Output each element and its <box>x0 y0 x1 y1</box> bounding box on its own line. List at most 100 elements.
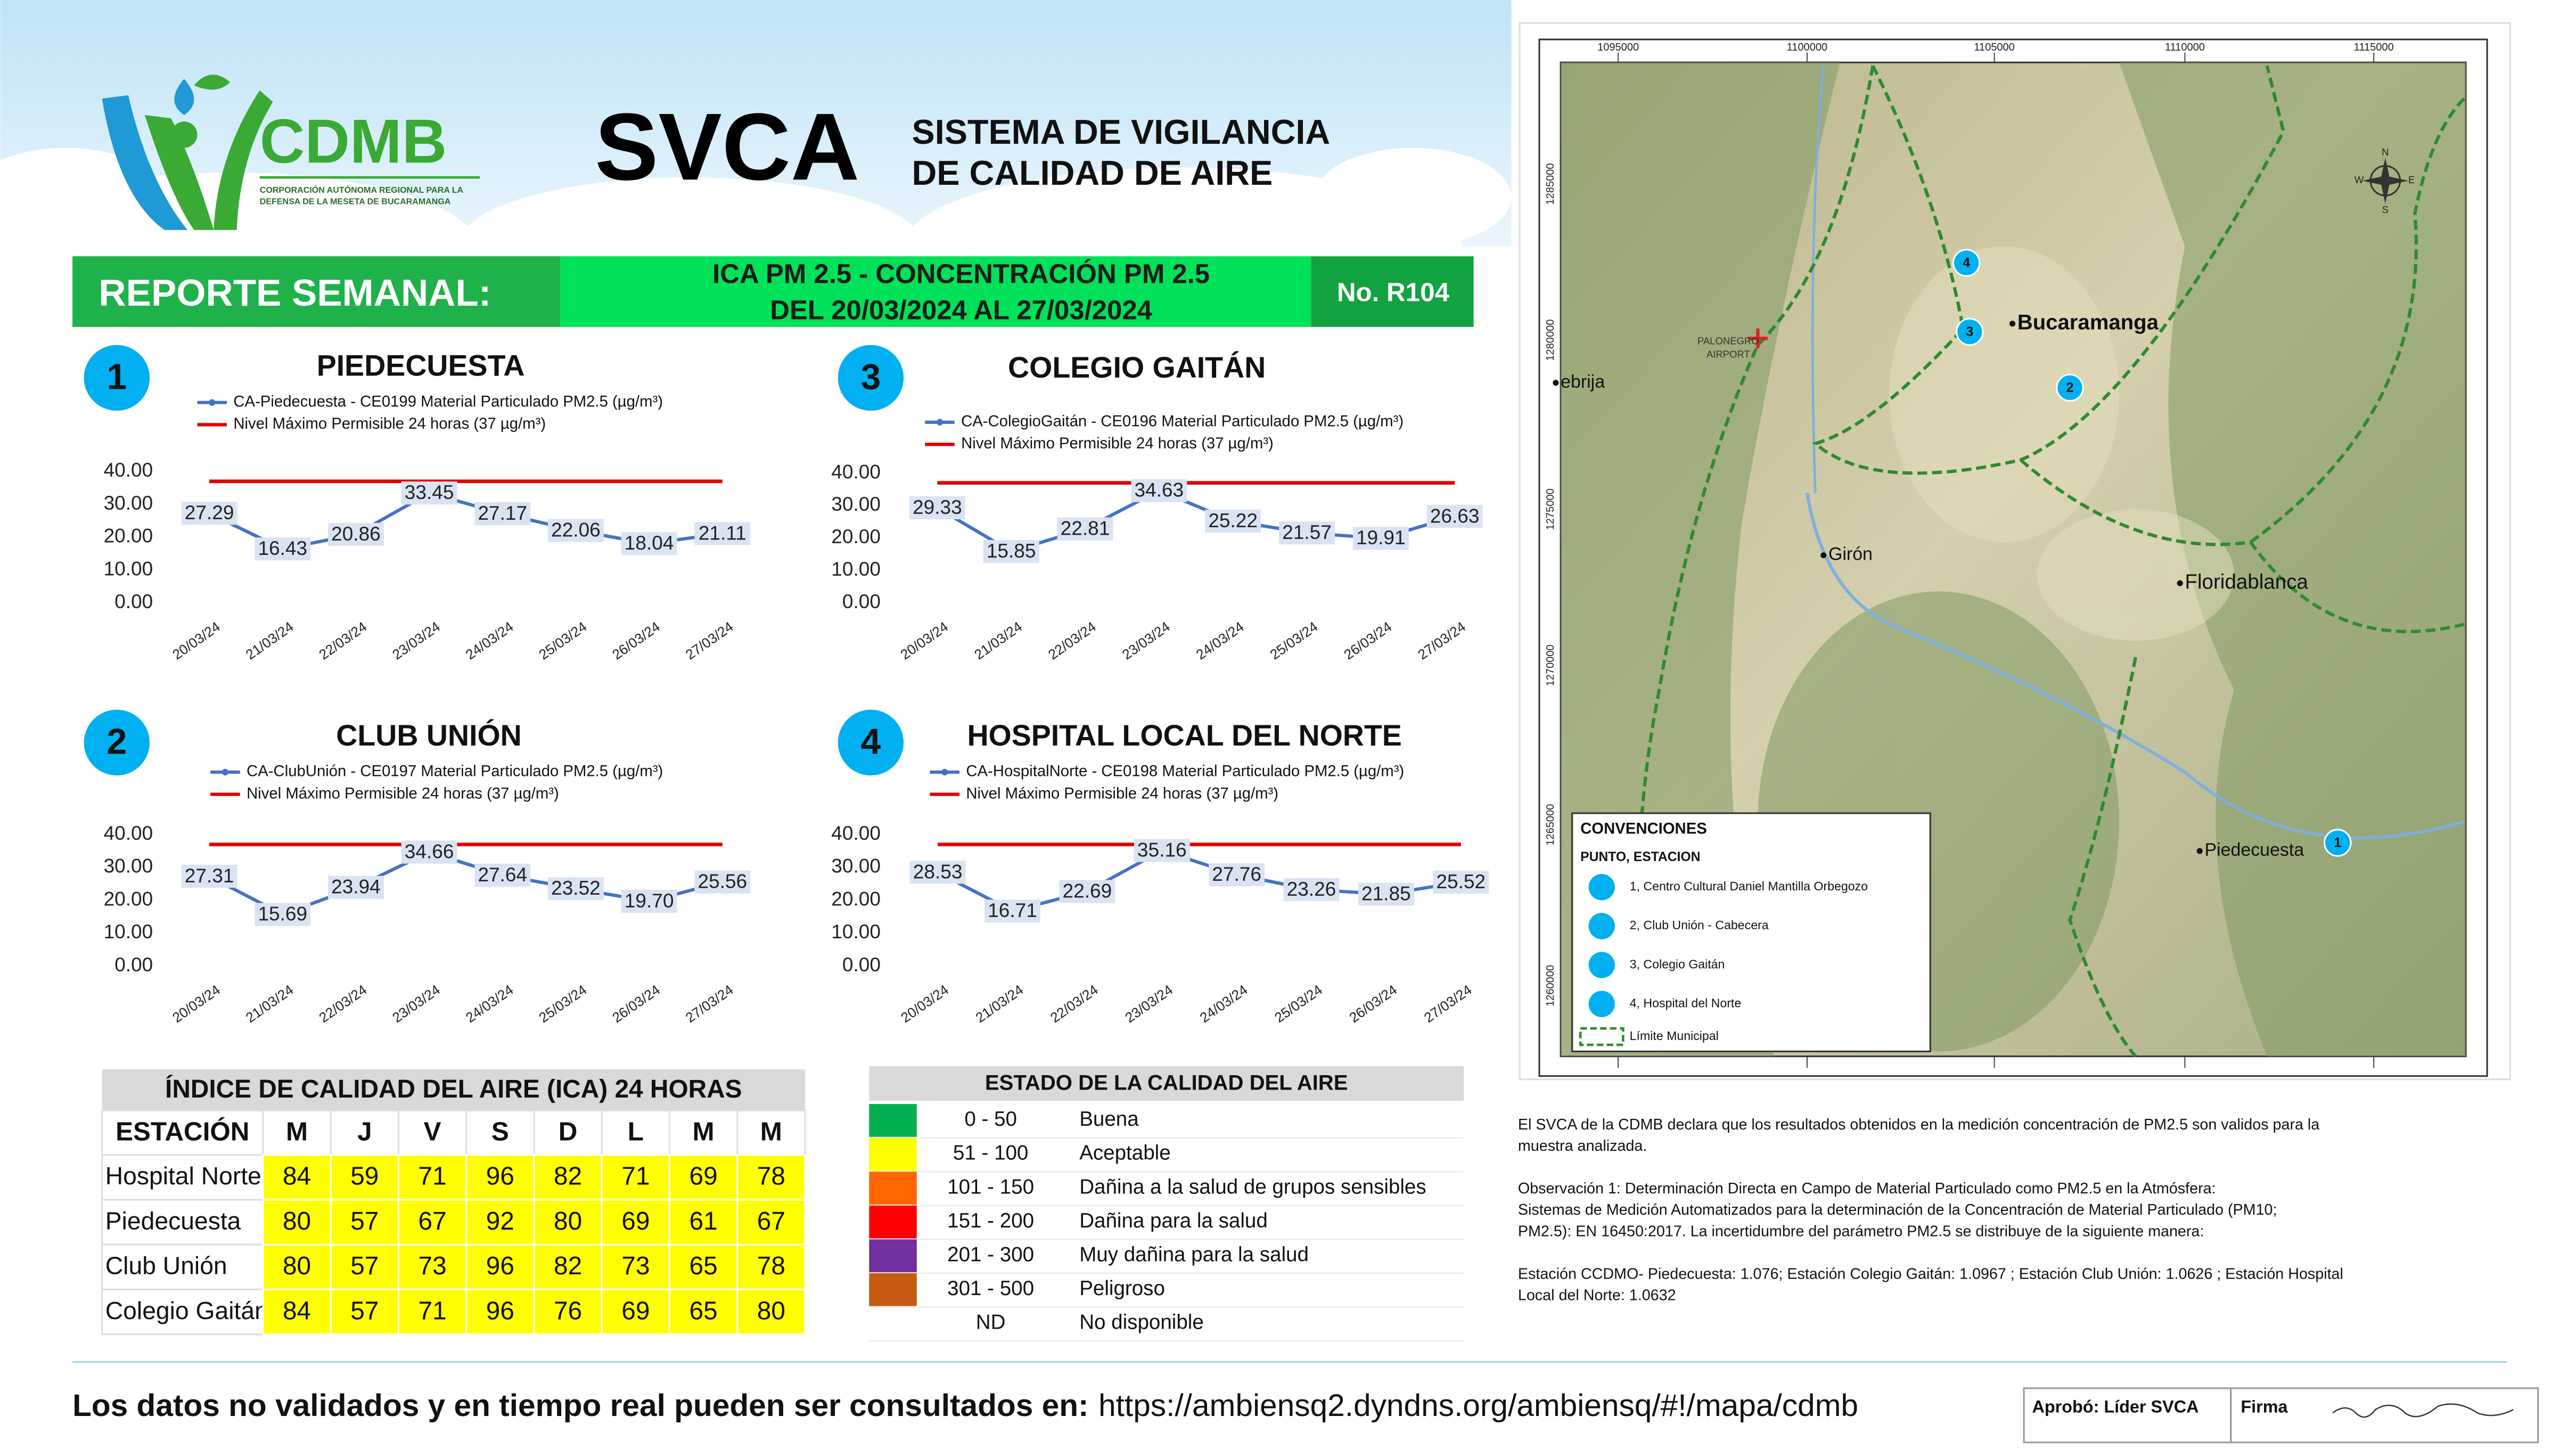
y-tick-label: 10.00 <box>104 557 153 579</box>
data-label: 18.04 <box>625 531 674 554</box>
legend-label: CA-ColegioGaitán - CE0196 Material Parti… <box>961 413 1404 430</box>
logo: CDMB CORPORACIÓN AUTÓNOMA REGIONAL PARA … <box>102 75 480 230</box>
chart-badge <box>838 709 904 776</box>
ica-value: 71 <box>621 1163 650 1191</box>
note-line: Local del Norte: 1.0632 <box>1518 1287 1676 1304</box>
legend-marker <box>221 768 229 776</box>
chart-badge <box>84 709 150 776</box>
data-label-bg <box>1057 517 1113 541</box>
y-tick-label: 40.00 <box>104 459 153 481</box>
legend-title: CONVENCIONES <box>1580 820 1707 838</box>
data-label: 29.33 <box>913 496 962 518</box>
ica-value: 67 <box>757 1207 785 1235</box>
header-text: M <box>286 1117 308 1147</box>
ica-value: 69 <box>621 1207 650 1235</box>
footer-url: https://ambiensq2.dyndns.org/ambiensq/#!… <box>1098 1388 1858 1423</box>
station-number: 1 <box>2334 836 2341 850</box>
status-label: Peligroso <box>1079 1277 1165 1300</box>
y-tick-label: 0.00 <box>114 953 153 976</box>
data-label-bg <box>621 889 677 913</box>
ica-value: 57 <box>350 1297 379 1325</box>
ica-value: 76 <box>554 1297 582 1325</box>
header-cell <box>736 1109 806 1156</box>
chart-title: PIEDECUESTA <box>317 349 525 382</box>
data-label-bg <box>327 875 384 899</box>
ica-table: ÍNDICE DE CALIDAD DEL AIRE (ICA) 24 HORA… <box>101 1069 806 1336</box>
legend-marker <box>1588 874 1615 900</box>
data-label: 25.56 <box>698 870 747 893</box>
chart-badge-number: 4 <box>861 722 881 762</box>
data-label: 21.57 <box>1282 521 1332 543</box>
value-cell <box>601 1199 671 1246</box>
header-text: ESTACIÓN <box>116 1117 249 1147</box>
value-cell <box>465 1243 535 1290</box>
status-range: 201 - 300 <box>947 1243 1034 1266</box>
chart-title: HOSPITAL LOCAL DEL NORTE <box>967 719 1401 752</box>
legend-boundary: Límite Municipal <box>1630 1029 1719 1043</box>
note-line: PM2.5): EN 16450:2017. La incertidumbre … <box>1518 1223 2204 1240</box>
place-label: Floridablanca <box>2185 570 2308 593</box>
notes: El SVCA de la CDMB declara que los resul… <box>1518 1116 2343 1304</box>
data-label-bg <box>547 519 604 542</box>
legend-label: CA-HospitalNorte - CE0198 Material Parti… <box>966 763 1404 780</box>
place-dot <box>2196 848 2203 854</box>
place-label: Bucaramanga <box>2017 310 2159 334</box>
data-label: 19.70 <box>625 889 674 912</box>
data-label: 27.64 <box>478 863 527 886</box>
y-tick-label: 30.00 <box>831 855 881 877</box>
status-range: 301 - 500 <box>947 1277 1034 1300</box>
status-range: ND <box>976 1311 1006 1333</box>
logo-subtitle: CORPORACIÓN AUTÓNOMA REGIONAL PARA LA <box>260 185 464 195</box>
note-line: Estación CCDMO- Piedecuesta: 1.076; Esta… <box>1518 1266 2343 1283</box>
chart-badge <box>84 345 150 411</box>
map-y-coordinate: 1265000 <box>1545 804 1556 846</box>
place-label: ebrija <box>1561 372 1605 392</box>
station-number: 3 <box>1966 325 1973 339</box>
ica-value: 59 <box>350 1163 379 1191</box>
legend-marker <box>209 399 216 406</box>
status-range: 101 - 150 <box>947 1175 1034 1198</box>
banner-left <box>72 256 561 327</box>
data-label-bg <box>327 522 384 546</box>
y-tick-label: 10.00 <box>831 558 881 580</box>
ica-value: 78 <box>757 1163 785 1191</box>
chart-title: COLEGIO GAITÁN <box>1008 351 1266 384</box>
footer-lead: Los datos no validados y en tiempo real … <box>72 1388 1088 1423</box>
value-cell <box>668 1243 739 1290</box>
value-cell <box>668 1154 739 1201</box>
station-name: Piedecuesta <box>105 1207 241 1234</box>
airport-label: PALONEGRO <box>1697 335 1759 347</box>
approval-label: Aprobó: Líder SVCA <box>2032 1397 2199 1416</box>
y-tick-label: 10.00 <box>831 920 881 943</box>
ica-value: 96 <box>486 1297 514 1325</box>
data-label: 19.91 <box>1356 526 1406 549</box>
data-label: 25.52 <box>1436 870 1486 893</box>
station-cell <box>101 1199 264 1246</box>
report-number: No. R104 <box>1337 277 1450 307</box>
legend-label: Nivel Máximo Permisible 24 horas (37 µg/… <box>247 784 559 802</box>
data-label-bg <box>1283 878 1340 902</box>
station-marker <box>2324 829 2352 857</box>
data-label-bg <box>401 481 457 505</box>
map-x-coordinate: 1115000 <box>2354 42 2394 53</box>
map-labels: 1095000 1100000 1105000 1110000 1115000 12850… <box>1545 42 2415 1043</box>
map-y-coordinate: 1260000 <box>1545 965 1556 1006</box>
data-label: 15.85 <box>987 539 1036 562</box>
data-label: 22.69 <box>1063 879 1112 902</box>
data-label: 23.94 <box>331 875 381 898</box>
ica-value: 71 <box>418 1163 446 1191</box>
compass-letter: W <box>2355 174 2364 185</box>
value-cell <box>330 1243 399 1290</box>
banner-label: REPORTE SEMANAL: <box>99 272 491 314</box>
data-label: 28.53 <box>913 860 963 882</box>
data-label-bg <box>983 540 1039 563</box>
table-title: ÍNDICE DE CALIDAD DEL AIRE (ICA) 24 HORA… <box>165 1075 742 1103</box>
data-label: 23.52 <box>551 877 601 899</box>
ica-value: 80 <box>283 1207 311 1235</box>
data-label: 15.69 <box>258 903 307 925</box>
map-y-coordinate: 1280000 <box>1545 320 1556 361</box>
ica-value: 57 <box>350 1252 379 1280</box>
data-label-bg <box>474 502 531 526</box>
ica-value: 73 <box>418 1252 446 1280</box>
